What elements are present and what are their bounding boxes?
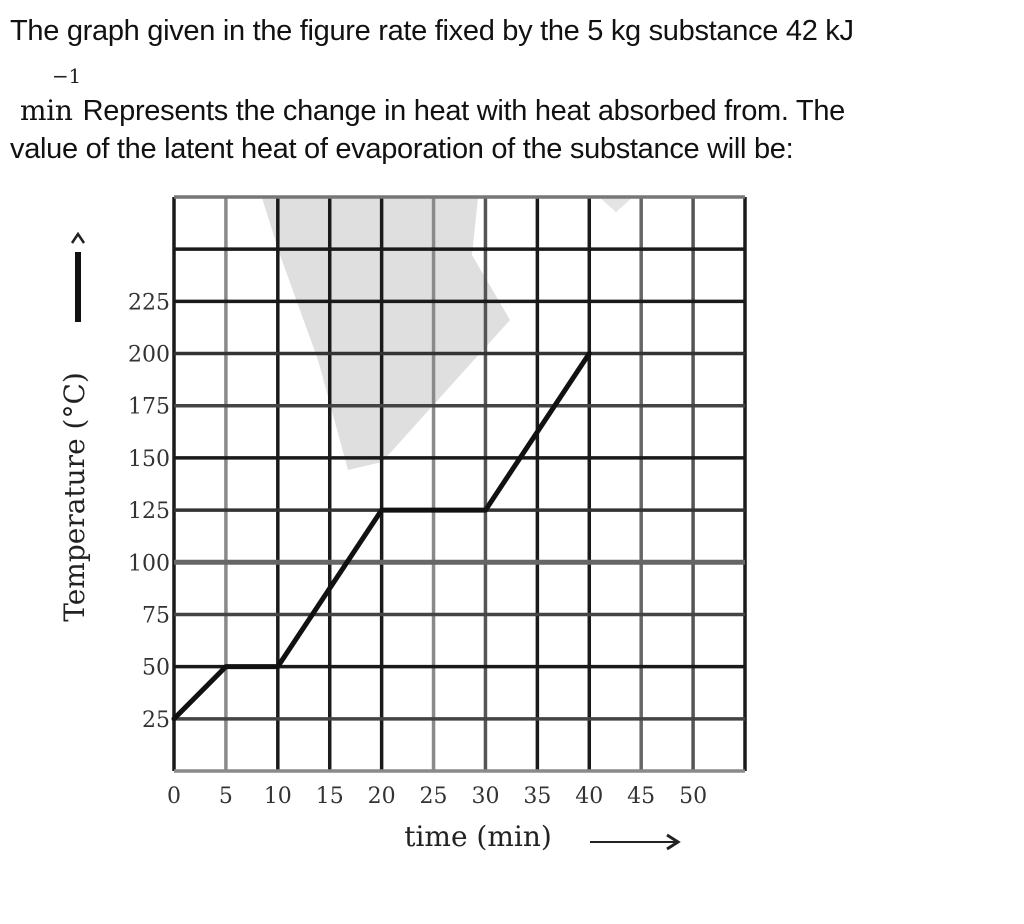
x-tick-label: 30: [471, 784, 499, 809]
y-axis-ticks: 25 50 75 100 125 150 175 200 225: [128, 290, 170, 732]
y-tick-label: 200: [128, 343, 170, 368]
x-tick-label: 5: [219, 784, 233, 809]
question-line-2: min Represents the change in heat with he…: [20, 92, 845, 130]
x-axis-arrow-icon: [590, 833, 681, 851]
y-axis-label: Temperature (°C): [58, 372, 91, 622]
x-tick-label: 20: [368, 784, 396, 809]
y-tick-label: 50: [142, 656, 170, 681]
y-tick-label: 125: [128, 499, 170, 524]
x-axis-ticks: 0 5 10 15 20 25 30 35 40 45 50: [167, 784, 707, 809]
y-tick-label: 25: [142, 708, 170, 733]
y-tick-label: 225: [128, 290, 170, 315]
question-line-3: value of the latent heat of evaporation …: [10, 133, 794, 165]
y-tick-label: 150: [128, 447, 170, 472]
watermark-shape: [262, 198, 510, 470]
chart-grid: [172, 195, 747, 773]
unit-min: min: [20, 94, 73, 127]
x-tick-label: 50: [679, 784, 707, 809]
y-tick-label: 175: [128, 395, 170, 420]
question-line-2-text: Represents the change in heat with heat …: [82, 95, 846, 127]
x-tick-label: 25: [420, 784, 448, 809]
x-tick-label: 45: [627, 784, 655, 809]
y-tick-label: 100: [128, 551, 170, 576]
x-tick-label: 0: [167, 784, 181, 809]
exponent-superscript: −1: [52, 64, 81, 88]
x-tick-label: 10: [264, 784, 292, 809]
y-tick-label: 75: [142, 603, 170, 628]
question-line-1: The graph given in the figure rate fixed…: [10, 15, 854, 47]
watermark-shape-small: [600, 198, 632, 212]
x-tick-label: 15: [316, 784, 344, 809]
y-axis-arrow-icon: [70, 231, 86, 322]
x-axis-label: time (min): [404, 820, 552, 853]
x-tick-label: 40: [575, 784, 603, 809]
x-tick-label: 35: [523, 784, 551, 809]
temperature-curve: [171, 351, 592, 722]
